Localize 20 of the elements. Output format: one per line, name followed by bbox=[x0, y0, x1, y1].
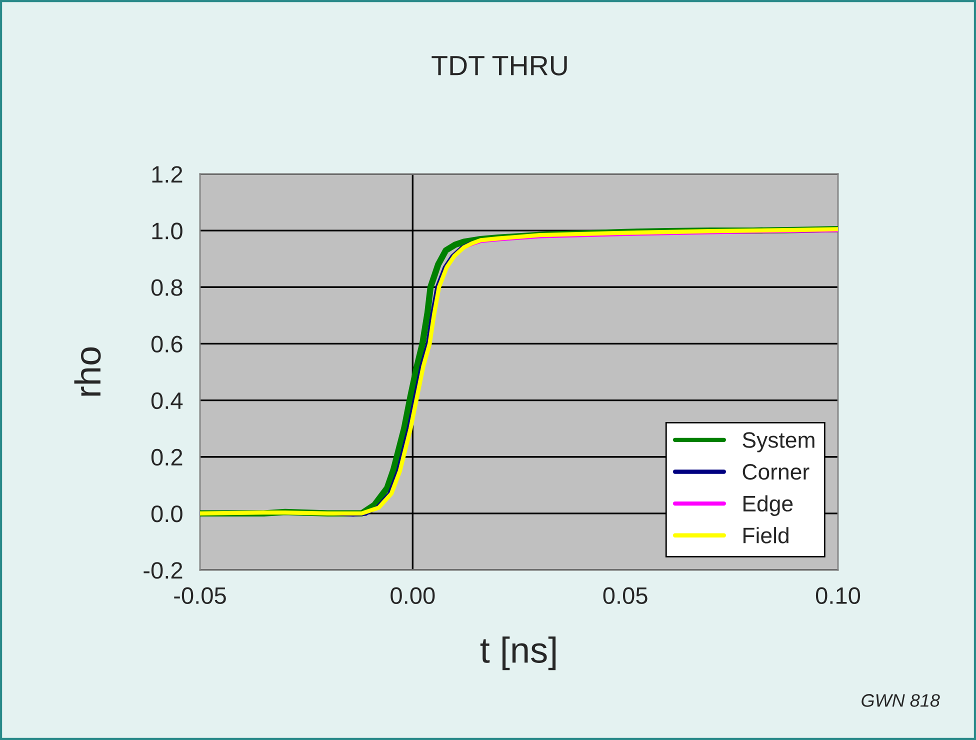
y-tick-label: 0.2 bbox=[151, 448, 182, 466]
legend-label: Field bbox=[744, 527, 788, 544]
x-axis-title: t [ns] bbox=[480, 636, 556, 670]
x-tick-label: -0.05 bbox=[174, 587, 226, 604]
y-tick-label: 0.8 bbox=[151, 279, 182, 296]
text: GWN 818 bbox=[862, 694, 940, 707]
legend-label: Corner bbox=[742, 464, 810, 480]
x-tick-label: 0.00 bbox=[390, 587, 435, 604]
legend-label: System bbox=[742, 432, 814, 452]
x-tick-label: 0.10 bbox=[816, 587, 860, 604]
y-tick-label: 0.0 bbox=[151, 505, 182, 522]
y-tick-label: 1.0 bbox=[152, 222, 182, 240]
y-tick-label: 0.4 bbox=[151, 392, 183, 410]
x-tick-label: 0.05 bbox=[603, 587, 648, 604]
y-tick-label: -0.2 bbox=[144, 562, 182, 579]
y-tick-label: 0.6 bbox=[151, 336, 182, 352]
y-tick-label: 1.2 bbox=[152, 166, 182, 183]
legend-label: Edge bbox=[744, 495, 793, 516]
y-axis-title: rho bbox=[74, 347, 101, 396]
chart-title: TDT THRU bbox=[432, 56, 567, 76]
